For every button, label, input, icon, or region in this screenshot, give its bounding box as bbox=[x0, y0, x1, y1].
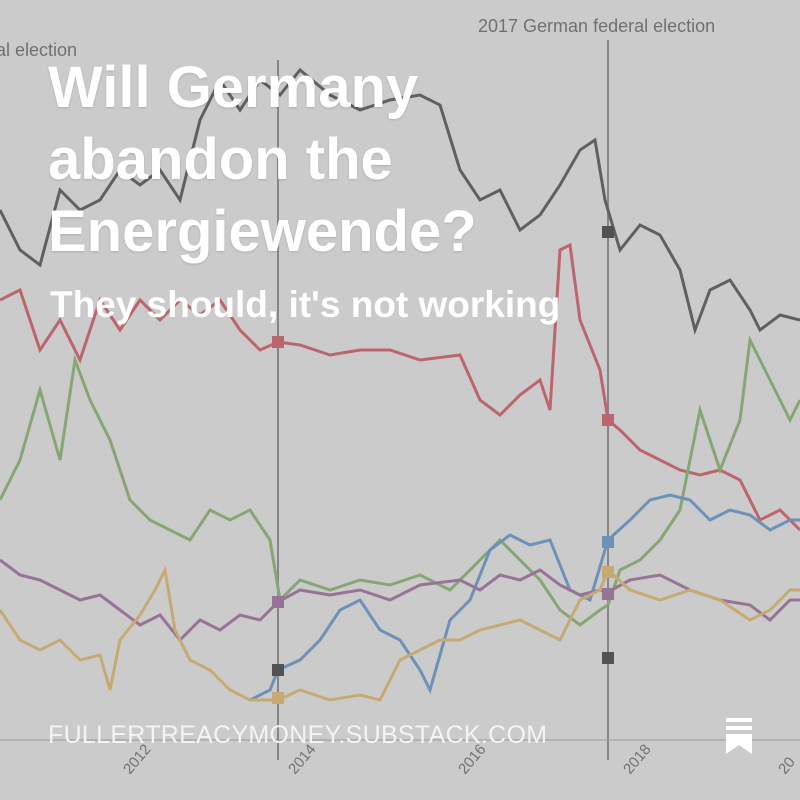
article-subtitle: They should, it's not working bbox=[50, 284, 561, 325]
marker-black-2013 bbox=[272, 664, 284, 676]
bookmark-icon[interactable] bbox=[726, 718, 752, 754]
series-black bbox=[0, 67, 800, 336]
marker-purple-2013 bbox=[272, 596, 284, 608]
marker-black-2017a bbox=[602, 226, 614, 238]
series-red bbox=[0, 242, 800, 532]
marker-blue-2017 bbox=[602, 536, 614, 548]
series-blue bbox=[249, 493, 800, 702]
series-purple bbox=[0, 558, 800, 643]
annotation-left-election: al election bbox=[0, 40, 77, 60]
series-green bbox=[0, 334, 800, 627]
publication-domain[interactable]: FULLERTREACYMONEY.SUBSTACK.COM bbox=[48, 721, 548, 749]
marker-yellow-2017 bbox=[602, 566, 614, 578]
annotation-2017-election: 2017 German federal election bbox=[478, 16, 715, 36]
marker-purple-2017 bbox=[602, 588, 614, 600]
marker-yellow-2013 bbox=[272, 692, 284, 704]
article-title[interactable]: Will Germany abandon the Energiewende? bbox=[48, 55, 477, 264]
series-yellow bbox=[0, 565, 800, 702]
marker-red-2017 bbox=[602, 414, 614, 426]
marker-red-2013 bbox=[272, 336, 284, 348]
marker-black-2017b bbox=[602, 652, 614, 664]
